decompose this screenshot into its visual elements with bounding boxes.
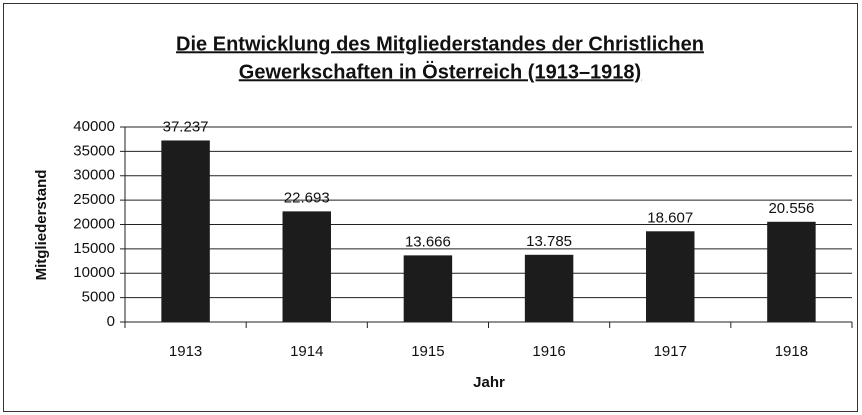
x-tick-label: 1918 xyxy=(775,343,808,360)
bar xyxy=(767,221,816,322)
bar xyxy=(646,231,695,322)
y-tick-label: 0 xyxy=(107,313,115,330)
value-label: 22.693 xyxy=(284,189,330,206)
y-tick-label: 20000 xyxy=(73,215,115,232)
x-tick-label: 1916 xyxy=(532,343,565,360)
y-tick-label: 25000 xyxy=(73,191,115,208)
value-label: 20.556 xyxy=(768,200,814,217)
y-axis-title: Mitgliederstand xyxy=(33,170,50,281)
value-label: 13.666 xyxy=(405,233,451,250)
value-label: 18.607 xyxy=(647,209,693,226)
chart-title: Die Entwicklung des Mitgliederstandes de… xyxy=(176,33,704,55)
x-tick-label: 1917 xyxy=(654,343,687,360)
value-label: 13.785 xyxy=(526,233,572,250)
y-tick-label: 40000 xyxy=(73,118,115,135)
bar xyxy=(282,211,331,322)
x-tick-label: 1915 xyxy=(411,343,444,360)
bar xyxy=(524,254,574,322)
chart-border xyxy=(3,3,858,412)
y-tick-label: 5000 xyxy=(82,289,115,306)
bar xyxy=(403,255,453,322)
x-axis-title: Jahr xyxy=(473,374,505,391)
x-tick-label: 1913 xyxy=(169,343,202,360)
bar xyxy=(161,140,210,322)
y-tick-label: 30000 xyxy=(73,167,115,184)
value-label: 37.237 xyxy=(163,118,209,135)
y-tick-label: 10000 xyxy=(73,264,115,281)
y-tick-label: 15000 xyxy=(73,240,115,257)
x-tick-label: 1914 xyxy=(290,343,323,360)
chart-title: Gewerkschaften in Österreich (1913–1918) xyxy=(239,60,641,83)
y-tick-label: 35000 xyxy=(73,142,115,159)
